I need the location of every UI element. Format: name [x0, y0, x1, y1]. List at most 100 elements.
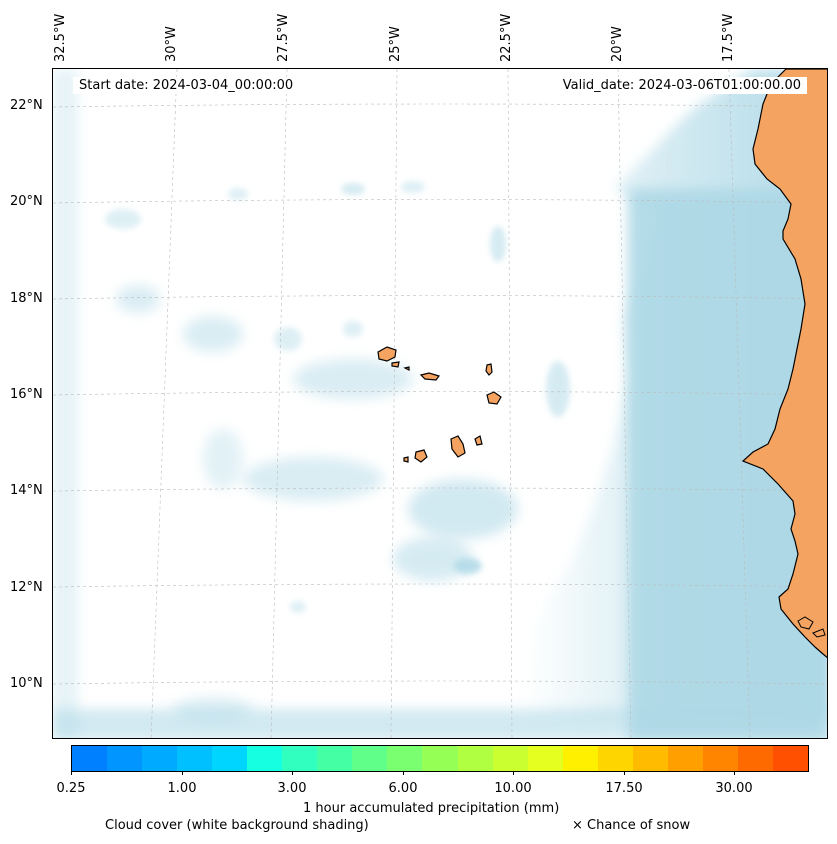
colorbar-segment-14: [562, 746, 598, 771]
colorbar-segment-0: [72, 746, 108, 771]
colorbar-tick-mark: [734, 771, 735, 775]
island-boa-vista: [486, 391, 502, 405]
cloud-cell: [116, 285, 160, 313]
cloud-cell: [105, 209, 141, 229]
parallel-10n: [53, 680, 827, 685]
meridian-30w: [150, 69, 178, 738]
colorbar-segment-19: [737, 746, 773, 771]
colorbar-tick-mark: [71, 771, 72, 775]
cloud-cell: [401, 181, 425, 193]
colorbar-segment-20: [772, 746, 808, 771]
cloud-cell: [341, 183, 365, 195]
cloud-cell: [173, 697, 253, 721]
parallel-22n: [53, 103, 827, 108]
lat-label-10n: 10°N: [10, 676, 43, 691]
map-panel[interactable]: Start date: 2024-03-04_00:00:00 Valid_da…: [52, 68, 828, 739]
lon-label-30w: 30°W: [164, 26, 179, 62]
cloud-cell: [203, 429, 243, 489]
colorbar-tick-mark: [624, 771, 625, 775]
island-fogo: [414, 449, 428, 463]
colorbar-segment-5: [247, 746, 283, 771]
lat-label-18n: 18°N: [10, 291, 43, 306]
map-canvas: [53, 69, 827, 738]
cloud-strip-south: [53, 709, 827, 738]
island-brava: [403, 456, 409, 463]
parallel-14n: [53, 487, 827, 492]
snow-legend: × Chance of snow: [572, 818, 691, 833]
island-sal: [485, 363, 493, 376]
lon-label-20w: 20°W: [610, 26, 625, 62]
cloud-cover-legend: Cloud cover (white background shading): [105, 818, 369, 833]
island-sao-vicente: [391, 361, 400, 368]
cloud-cell: [408, 479, 518, 539]
meridian-27-5w: [270, 69, 288, 738]
colorbar-segment-17: [667, 746, 703, 771]
cloud-cell: [290, 601, 306, 613]
parallel-18n: [53, 295, 827, 300]
colorbar-segment-1: [107, 746, 143, 771]
cloud-cell: [274, 327, 302, 351]
colorbar-tick-mark: [182, 771, 183, 775]
colorbar-tick-mark: [292, 771, 293, 775]
colorbar-segment-7: [317, 746, 353, 771]
colorbar-tick-mark: [513, 771, 514, 775]
cloud-cell: [293, 359, 413, 399]
colorbar-segment-10: [422, 746, 458, 771]
colorbar-segment-2: [142, 746, 178, 771]
valid-date-label: Valid_date: 2024-03-06T01:00:00.00: [556, 77, 807, 94]
colorbar-segment-13: [527, 746, 563, 771]
cloud-cell: [343, 321, 363, 337]
cloud-cell: [183, 316, 243, 352]
lat-label-20n: 20°N: [10, 194, 43, 209]
colorbar-segment-11: [457, 746, 493, 771]
meridian-25w: [390, 69, 398, 738]
colorbar-tick-0-25: 0.25: [56, 781, 86, 796]
colorbar-tick-6-00: 6.00: [388, 781, 418, 796]
island-maio: [474, 435, 483, 446]
parallel-16n: [53, 391, 827, 396]
bijagos-islands: [797, 616, 826, 638]
parallel-12n: [53, 583, 827, 588]
lat-label-16n: 16°N: [10, 387, 43, 402]
lon-label-27-5w: 27.5°W: [276, 13, 291, 62]
island-santa-luzia: [403, 366, 410, 371]
meridian-20w: [617, 69, 632, 738]
lat-label-14n: 14°N: [10, 483, 43, 498]
colorbar-tick-10-00: 10.00: [494, 781, 532, 796]
island-sao-nicolau: [419, 372, 440, 381]
colorbar-segment-16: [632, 746, 668, 771]
west-africa-landmass: [741, 69, 827, 659]
cloud-cover-shading: [53, 69, 827, 738]
colorbar-segment-18: [702, 746, 738, 771]
precipitation-colorbar: [71, 745, 809, 772]
cloud-cell: [228, 188, 248, 200]
colorbar-segment-12: [492, 746, 528, 771]
meridian-17-5w: [728, 69, 751, 738]
colorbar-tick-30-00: 30.00: [715, 781, 753, 796]
graticule: [53, 69, 827, 738]
colorbar-segment-6: [282, 746, 318, 771]
colorbar-title: 1 hour accumulated precipitation (mm): [303, 801, 560, 816]
colorbar-segment-9: [387, 746, 423, 771]
island-santiago: [450, 435, 466, 458]
colorbar-tick-3-00: 3.00: [277, 781, 307, 796]
lon-label-32-5w: 32.5°W: [53, 13, 68, 62]
colorbar-tick-mark: [403, 771, 404, 775]
meridian-22-5w: [507, 69, 513, 738]
island-santo-antao: [377, 346, 397, 362]
colorbar-segment-4: [212, 746, 248, 771]
lon-label-17-5w: 17.5°W: [721, 13, 736, 62]
cloud-cell: [454, 558, 482, 574]
cloud-cell: [243, 457, 383, 501]
cabo-verde-islands: [377, 346, 502, 463]
colorbar-segment-3: [177, 746, 213, 771]
lat-label-22n: 22°N: [10, 98, 43, 113]
parallel-20n: [53, 199, 827, 204]
start-date-label: Start date: 2024-03-04_00:00:00: [73, 77, 300, 94]
colorbar-segment-8: [352, 746, 388, 771]
colorbar-tick-17-50: 17.50: [605, 781, 643, 796]
lon-label-22-5w: 22.5°W: [499, 13, 514, 62]
cloud-cell: [546, 361, 570, 417]
colorbar-tick-1-00: 1.00: [167, 781, 197, 796]
cloud-cell: [490, 226, 506, 262]
